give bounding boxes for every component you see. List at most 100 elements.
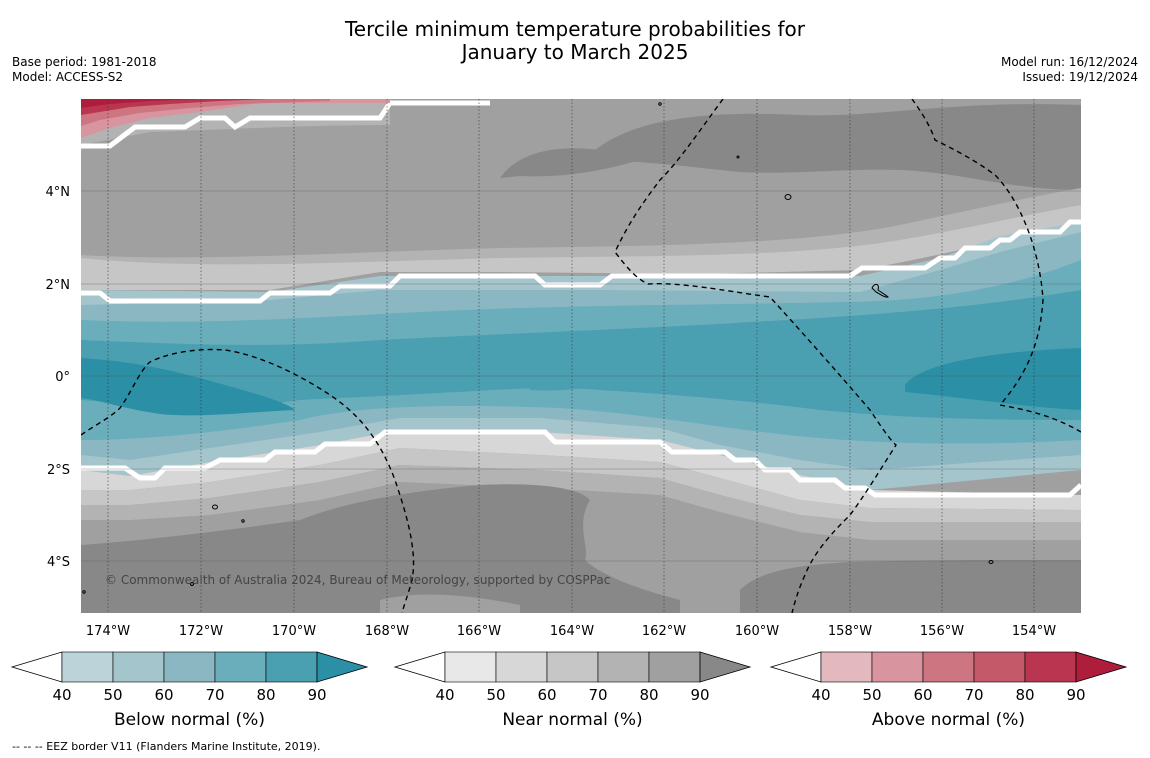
colorbar-tick-label: 40	[435, 686, 454, 704]
colorbar-segment	[546, 651, 599, 683]
colorbar-segment	[597, 651, 650, 683]
colorbar-tick-label: 70	[588, 686, 607, 704]
eez-border-west	[81, 348, 415, 613]
longitude-axis: 174°W 172°W 170°W 168°W 166°W 164°W 162°…	[86, 624, 1056, 639]
islands	[82, 102, 994, 594]
island-far-south-west	[82, 590, 86, 594]
near-normal-70-south	[81, 465, 1081, 540]
colorbar-tick-label: 60	[537, 686, 556, 704]
eez-borders	[81, 99, 1081, 613]
colorbar-segment	[112, 651, 165, 683]
colorbar-tick-label: 50	[486, 686, 505, 704]
gridlines	[81, 99, 1081, 613]
title-line-1: Tercile minimum temperature probabilitie…	[344, 17, 806, 41]
colorbar-tick-label: 90	[690, 686, 709, 704]
colorbar-segment	[973, 651, 1026, 683]
contour-south-equatorial	[81, 429, 1081, 498]
near-normal-90-north	[585, 104, 1081, 190]
below-normal-80	[81, 290, 1081, 420]
lon-label-168w: 168°W	[365, 624, 409, 639]
eez-border-east	[911, 99, 1081, 433]
colorbar-title: Above normal (%)	[872, 710, 1025, 730]
lon-label-174w: 174°W	[86, 624, 130, 639]
colorbar-arrow-high	[316, 651, 369, 683]
colorbar-tick-label: 90	[307, 686, 326, 704]
colorbar-segment	[214, 651, 267, 683]
colorbar-tick-label: 70	[205, 686, 224, 704]
contour-north-equatorial	[81, 219, 1081, 304]
near-normal-90-south-east	[740, 560, 1081, 613]
colorbar-title: Below normal (%)	[114, 710, 265, 730]
colorbar-tick-label: 80	[1015, 686, 1034, 704]
lat-label-2s: 2°S	[47, 463, 70, 478]
near-normal-60-south	[81, 448, 1081, 522]
below-normal-80-centre	[530, 349, 810, 391]
near-normal-50-south	[81, 430, 1081, 510]
colorbar-arrow-high	[699, 651, 752, 683]
lat-label-4n: 4°N	[46, 185, 71, 200]
near-normal-80-south-notch	[380, 594, 520, 613]
colorbar-segment	[922, 651, 975, 683]
colorbar-segment	[61, 651, 114, 683]
colorbar-segment	[648, 651, 701, 683]
copyright-notice: © Commonwealth of Australia 2024, Bureau…	[105, 573, 610, 587]
colorbar-below-normal: 40 50 60 70 80 90 Below normal (%)	[10, 651, 369, 730]
colorbar-tick-label: 60	[913, 686, 932, 704]
island-north	[784, 194, 792, 200]
near-normal-90-north-west	[500, 148, 640, 178]
island-south-east	[988, 560, 994, 564]
island-kiritimati	[871, 283, 889, 298]
lon-label-162w: 162°W	[642, 624, 686, 639]
model-info: Base period: 1981-2018 Model: ACCESS-S2	[12, 55, 157, 85]
island-north-centre-2	[736, 155, 740, 159]
below-normal-90-west	[81, 358, 295, 416]
near-normal-90-south-west	[81, 484, 680, 613]
colorbar-tick-label: 80	[639, 686, 658, 704]
colorbar-arrow-high	[1075, 651, 1128, 683]
near-normal-60-mid-north	[81, 205, 1081, 290]
colorbar-tick-label: 80	[256, 686, 275, 704]
title-line-2: January to March 2025	[461, 40, 689, 64]
base-period-label: Base period: 1981-2018	[12, 55, 157, 69]
lat-label-0: 0°	[55, 370, 70, 385]
eez-footnote: -- -- -- EEZ border V11 (Flanders Marine…	[12, 740, 321, 753]
above-normal-80	[81, 99, 270, 115]
lon-label-166w: 166°W	[457, 624, 501, 639]
colorbar-title: Near normal (%)	[502, 710, 642, 730]
below-normal-90-east	[905, 348, 1081, 410]
lon-label-160w: 160°W	[735, 624, 779, 639]
colorbar-segment	[820, 651, 873, 683]
colorbar-tick-label: 40	[52, 686, 71, 704]
lon-label-164w: 164°W	[550, 624, 594, 639]
lon-label-154w: 154°W	[1012, 624, 1056, 639]
lon-label-170w: 170°W	[272, 624, 316, 639]
run-info: Model run: 16/12/2024 Issued: 19/12/2024	[1001, 55, 1138, 85]
model-run-label: Model run: 16/12/2024	[1000, 55, 1138, 69]
colorbar-arrow-low	[10, 651, 63, 683]
island-south-west-3	[190, 582, 194, 586]
island-north-centre	[658, 102, 662, 106]
colorbar-tick-label: 90	[1066, 686, 1085, 704]
colorbar-segment	[871, 651, 924, 683]
contour-north	[81, 100, 490, 149]
lon-label-158w: 158°W	[828, 624, 872, 639]
colorbar-tick-label: 70	[964, 686, 983, 704]
near-normal-70-mid-north	[81, 188, 1081, 268]
issued-label: Issued: 19/12/2024	[1022, 70, 1138, 84]
lat-label-4s: 4°S	[47, 555, 70, 570]
colorbar-segment	[163, 651, 216, 683]
island-south-west	[212, 504, 218, 510]
colorbar-tick-label: 40	[811, 686, 830, 704]
above-normal-90	[81, 99, 200, 108]
model-label: Model: ACCESS-S2	[12, 70, 124, 84]
colorbar-near-normal: 40 50 60 70 80 90 Near normal (%)	[393, 651, 752, 730]
colorbar-arrow-low	[769, 651, 822, 683]
map-figure: © Commonwealth of Australia 2024, Bureau…	[10, 99, 1128, 730]
lon-label-172w: 172°W	[179, 624, 223, 639]
lat-label-2n: 2°N	[46, 278, 71, 293]
colorbar-segment	[265, 651, 318, 683]
colorbar-arrow-low	[393, 651, 446, 683]
island-south-west-2	[241, 519, 245, 523]
eez-border-centre	[614, 99, 897, 613]
colorbar-above-normal: 40 50 60 70 80 90 Above normal (%)	[769, 651, 1128, 730]
